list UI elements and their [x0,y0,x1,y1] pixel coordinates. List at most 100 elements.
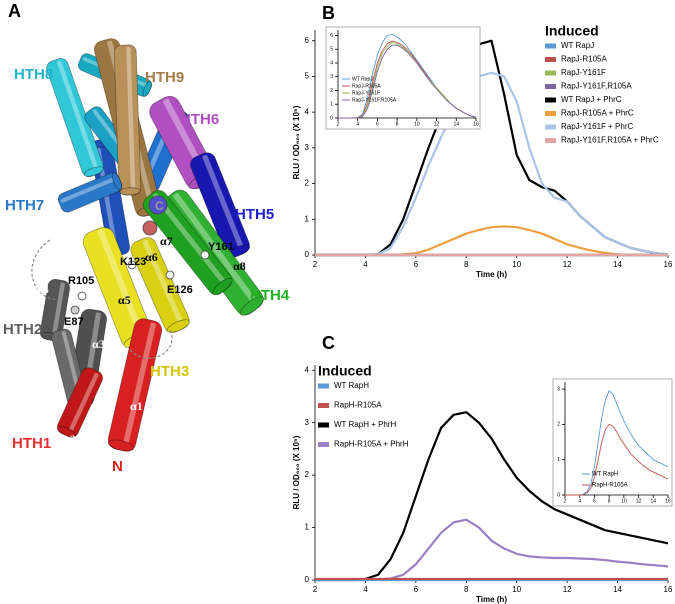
helix-label: HTH9 [145,69,184,86]
y-tick-label: 1 [557,457,560,463]
x-tick-label: 14 [613,260,622,269]
cylinder-shine [67,372,99,435]
x-tick-label: 8 [396,121,399,127]
terminus-label: N [112,458,123,475]
x-tick-label: 8 [608,498,611,504]
y-tick-label: 3 [305,143,310,152]
series-line [338,44,477,119]
y-tick-label: 2 [305,179,310,188]
legend-swatch [318,422,329,428]
helix-label: HTH1 [12,435,51,452]
legend-swatch [545,57,556,62]
helix-label: HTH2 [3,321,42,338]
legend-swatch [545,97,556,103]
cylinder-end [119,187,141,196]
helix-cylinder [130,237,190,333]
legend-swatch [318,383,329,389]
series-line [565,423,669,496]
residue-label: E126 [167,284,193,296]
cylinder-end [212,278,233,296]
x-tick-label: 6 [414,260,419,269]
helix-label: HTH6 [180,111,219,128]
loop [31,239,173,359]
cylinder-body [113,44,142,196]
y-tick-label: 4 [330,60,333,66]
legend-swatch [318,442,329,447]
x-tick-label: 2 [564,498,567,504]
legend-swatch [545,111,556,116]
legend-label: RapH-R105A [334,401,382,410]
residue-atom [77,291,87,301]
helix-label: HTH5 [235,206,274,223]
y-tick-label: 6 [330,33,333,39]
x-tick-label: 12 [563,260,572,269]
cylinder-shine [97,229,147,342]
panel-label: B [322,3,335,23]
legend-title: Induced [318,363,372,379]
cylinder-shine [51,282,65,339]
x-tick-label: 10 [621,498,627,504]
legend-swatch [545,138,556,143]
x-tick-label: 10 [512,585,521,594]
legend-swatch [545,84,556,89]
alpha-label: α2 [63,432,76,446]
legend-label: RapJ-R105A + PhrC [561,109,634,118]
legend-label: RapJ-Y161F [352,90,380,96]
y-tick-label: 3 [330,74,333,80]
residue-atom [142,220,158,236]
y-tick-label: 6 [305,36,310,45]
legend-label: RapJ-R105A [352,83,381,89]
alpha-label: α4 [36,282,49,296]
cylinder-end [111,172,122,191]
y-axis-label: RLU / OD₆₀₀ (X 10⁵) [292,435,301,509]
helix-cylinder [113,44,142,196]
legend-title: Induced [545,23,599,39]
x-tick-label: 2 [337,121,340,127]
legend-label: WT RapH [592,472,618,478]
residue-atom [148,195,168,215]
alpha-label: α5 [118,293,131,307]
x-tick-label: 4 [363,260,368,269]
cylinder-end [83,166,104,177]
x-tick-label: 12 [434,121,440,127]
residue-label: R105 [68,275,94,287]
panel-label: C [322,333,335,353]
y-tick-label: 1 [305,523,310,532]
cylinder-shine [122,322,156,450]
y-tick-label: 0 [557,492,560,498]
legend-swatch [545,124,556,130]
y-tick-label: 2 [330,88,333,94]
legend-label: RapH-R105A + PhrH [334,440,409,449]
residue-label: E87 [64,316,84,328]
residue-atom [127,260,137,270]
inset-frame [552,378,673,507]
alpha-label: α1 [130,399,143,413]
alpha-label: α6 [145,250,158,264]
x-tick-label: 8 [464,260,469,269]
x-tick-label: 16 [664,260,673,269]
x-tick-label: 14 [651,498,657,504]
helix-cylinder [56,367,103,438]
protein-structure [31,38,265,452]
terminus-label: C [155,199,164,213]
x-tick-label: 12 [563,585,572,594]
helix-cylinder [107,318,163,452]
helix-cylinder [39,278,71,342]
inset-frame [325,26,481,130]
legend-swatch [545,70,556,76]
legend-label: WT RapH + PhrH [334,420,397,429]
cylinder-shine [202,155,245,253]
x-tick-label: 10 [414,121,420,127]
alpha-label: α8 [233,259,246,273]
x-tick-label: 16 [473,121,479,127]
y-tick-label: 1 [330,102,333,108]
legend-label: RapH-R105A [592,483,628,489]
x-tick-label: 8 [464,585,469,594]
y-tick-label: 4 [305,107,310,116]
cylinder-shine [142,239,185,328]
cylinder-end [142,80,152,97]
cylinder-end [239,296,265,316]
cylinder-body [107,318,163,452]
x-tick-label: 6 [376,121,379,127]
